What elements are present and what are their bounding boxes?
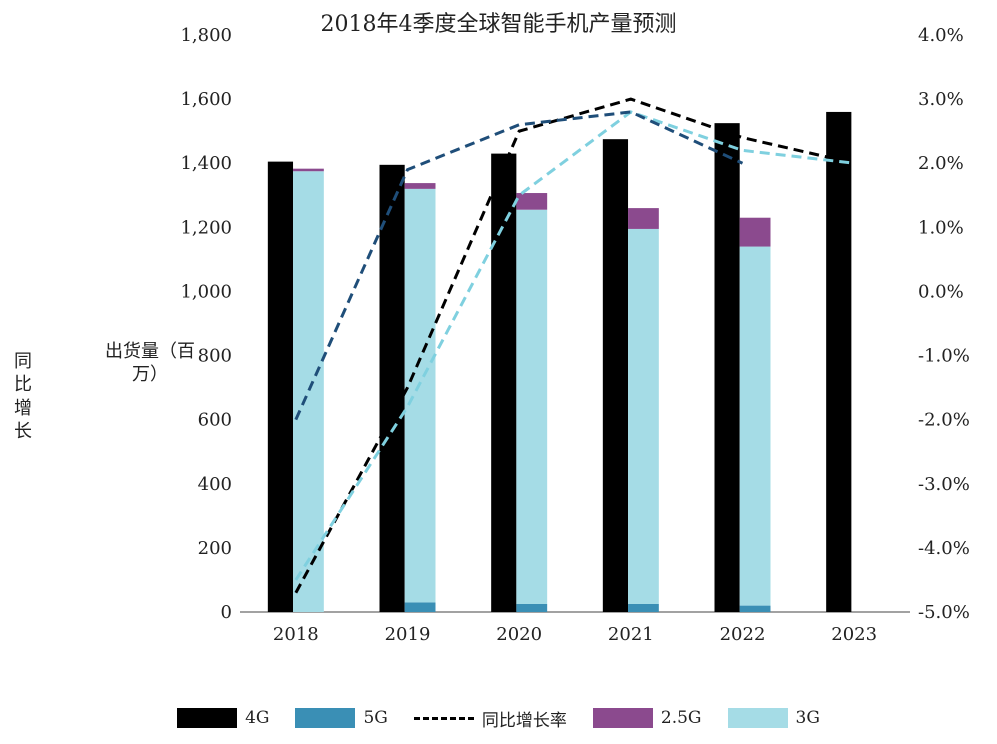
y2-tick-label: 2.0% bbox=[918, 153, 964, 174]
bar-5g bbox=[628, 603, 659, 612]
chart-legend: 4G 5G 同比增长率 2.5G 3G bbox=[0, 700, 997, 736]
bar-5g bbox=[404, 602, 436, 612]
y-axis-title-left: 出货量（百万） bbox=[105, 341, 195, 386]
growth-line-1 bbox=[294, 110, 855, 581]
bar-2-5g bbox=[293, 168, 324, 172]
bar-4g bbox=[267, 161, 294, 612]
legend-item-2-5g: 2.5G bbox=[592, 708, 702, 728]
bar-3g bbox=[739, 246, 771, 606]
bar-4g bbox=[379, 164, 405, 612]
legend-item-4g: 4G bbox=[177, 708, 269, 728]
x-tick-label: 2022 bbox=[720, 624, 766, 645]
x-tick-label: 2021 bbox=[608, 624, 654, 645]
y-tick-label: 800 bbox=[198, 346, 232, 367]
y2-tick-label: -2.0% bbox=[918, 410, 970, 431]
legend-swatch-growth bbox=[413, 716, 474, 720]
legend-item-5g: 5G bbox=[295, 708, 388, 728]
legend-swatch-3g bbox=[727, 708, 788, 728]
bar-2-5g bbox=[404, 183, 436, 189]
legend-swatch-2-5g bbox=[592, 708, 653, 728]
y-tick-label: 1,600 bbox=[180, 89, 232, 110]
bar-3g bbox=[516, 209, 548, 604]
legend-label-growth: 同比增长率 bbox=[481, 710, 567, 731]
y-tick-label: 1,800 bbox=[180, 25, 232, 46]
y-tick-label: 600 bbox=[198, 410, 232, 431]
bar-3g bbox=[404, 188, 436, 603]
growth-line-2 bbox=[294, 110, 744, 421]
legend-label-2-5g: 2.5G bbox=[660, 708, 702, 728]
bar-4g bbox=[602, 139, 629, 613]
x-tick-label: 2019 bbox=[385, 624, 431, 645]
bar-line-chart: 0 200 400 600 800 1,000 1,200 1,400 1,600 1,800 -5… bbox=[180, 25, 970, 645]
bar-3g bbox=[293, 171, 324, 612]
y2-tick-label: 0.0% bbox=[918, 281, 964, 302]
x-tick-label: 2023 bbox=[831, 624, 877, 645]
y-tick-label: 1,400 bbox=[180, 153, 232, 174]
legend-swatch-5g bbox=[295, 708, 356, 728]
y-tick-label: 1,200 bbox=[180, 217, 232, 238]
x-tick-label: 2020 bbox=[496, 624, 542, 645]
bar-4g bbox=[714, 123, 740, 613]
chart-title: 2018年4季度全球智能手机产量预测 bbox=[320, 12, 677, 37]
bar-3g bbox=[628, 228, 659, 604]
y2-tick-label: 3.0% bbox=[918, 89, 964, 110]
y-tick-label: 1,000 bbox=[180, 281, 232, 302]
y-axis-title-right: 同比增长 bbox=[14, 351, 32, 443]
bar-4g bbox=[826, 111, 852, 612]
legend-item-3g: 3G bbox=[727, 708, 820, 728]
legend-item-growth: 同比增长率 bbox=[413, 706, 567, 731]
bar-4g bbox=[491, 153, 517, 612]
y2-tick-label: -3.0% bbox=[918, 474, 970, 495]
y2-tick-label: -4.0% bbox=[918, 538, 970, 559]
y2-tick-label: 4.0% bbox=[918, 25, 964, 46]
bar-5g bbox=[516, 603, 548, 612]
y-tick-label: 200 bbox=[198, 538, 232, 559]
legend-label-4g: 4G bbox=[245, 708, 270, 728]
y-tick-label: 0 bbox=[221, 602, 232, 623]
bar-2-5g bbox=[516, 193, 548, 210]
y-tick-label: 400 bbox=[198, 474, 232, 495]
growth-line-0 bbox=[294, 97, 855, 594]
y2-tick-label: 1.0% bbox=[918, 217, 964, 238]
bar-2-5g bbox=[628, 208, 659, 229]
y2-tick-label: -1.0% bbox=[918, 346, 970, 367]
legend-swatch-4g bbox=[177, 708, 238, 728]
legend-label-3g: 3G bbox=[795, 708, 820, 728]
x-tick-label: 2018 bbox=[273, 624, 319, 645]
bar-5g bbox=[739, 605, 771, 612]
bar-2-5g bbox=[739, 217, 771, 247]
legend-label-5g: 5G bbox=[363, 708, 388, 728]
y2-tick-label: -5.0% bbox=[918, 602, 970, 623]
